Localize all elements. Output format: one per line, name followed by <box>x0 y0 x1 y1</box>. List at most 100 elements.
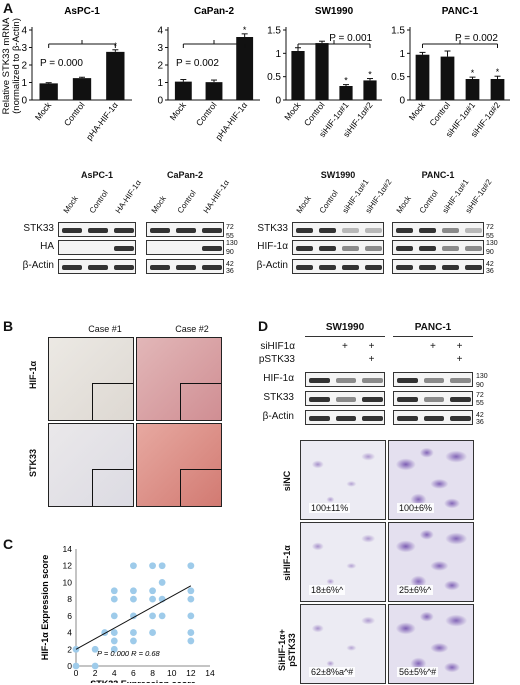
scatter-point <box>130 637 137 645</box>
x-tick-label: Mock <box>407 99 428 122</box>
blot-band <box>296 228 313 233</box>
inv-row-label: SiHIF-1α+ pSTK33 <box>277 615 297 685</box>
y-tick-label: 1 <box>21 78 27 89</box>
treatment-sign: + <box>430 341 436 352</box>
inv-percent: 25±6%^ <box>397 585 434 595</box>
scatter-x-tick: 6 <box>131 668 136 678</box>
blot-row-label: HIF-1α <box>257 241 288 252</box>
bar <box>339 86 353 100</box>
p-value: P = 0.000 <box>40 58 83 69</box>
histo-col-case2: Case #2 <box>175 324 209 334</box>
x-tick-label: Control <box>302 100 327 128</box>
d-row-label: HIF-1α <box>263 373 294 384</box>
d-mw-marker: 42 <box>476 412 484 419</box>
blot-band <box>150 265 170 270</box>
panel-label-b: B <box>3 318 14 334</box>
d-row-label: STK33 <box>263 392 294 403</box>
scatter-point <box>149 587 156 595</box>
scatter-point <box>130 562 137 570</box>
inv-row-label-line: SiHIF-1α+ <box>277 629 287 671</box>
histo-stk33-case1 <box>48 423 134 507</box>
blot-strip <box>392 259 484 274</box>
mw-marker: 36 <box>226 268 234 275</box>
d-blot-band <box>450 378 471 383</box>
d-group-line-1 <box>305 336 385 337</box>
y-tick-label: 0 <box>21 96 27 107</box>
histo-stk33-case2 <box>136 423 222 507</box>
mw-marker: 42 <box>486 261 494 268</box>
scatter-point <box>110 587 118 595</box>
blot-band <box>114 228 134 233</box>
blot-band <box>202 265 222 270</box>
d-blot-strip <box>393 372 473 387</box>
blot-band <box>62 265 82 270</box>
histo-inset <box>91 468 133 506</box>
sig-marker: * <box>496 67 500 77</box>
blot-band <box>465 265 482 270</box>
bar <box>236 37 254 100</box>
inv-row-label-line: siNC <box>282 470 292 492</box>
x-tick-label: Control <box>194 100 219 128</box>
mw-marker: 90 <box>486 249 494 256</box>
bar <box>72 78 92 100</box>
blot-band <box>365 246 382 251</box>
d-mw-marker: 72 <box>476 392 484 399</box>
blot-band <box>319 228 336 233</box>
d-blot-band <box>423 378 445 383</box>
scatter-point <box>187 587 195 595</box>
blot-row-label: STK33 <box>23 223 54 234</box>
blot-row-label: HA <box>40 241 54 252</box>
d-blot-band <box>423 416 445 421</box>
blot-strip <box>58 259 136 274</box>
blot-strip <box>58 222 136 237</box>
scatter-y-tick: 4 <box>67 628 72 638</box>
inv-row-label: siNC <box>282 446 292 516</box>
scatter-point <box>187 595 195 603</box>
bar-y-label-line2: (normalized to β-Actin) <box>11 18 22 114</box>
treatment-sign: + <box>342 341 348 352</box>
scatter-point <box>149 629 156 636</box>
blot-strip <box>392 240 484 255</box>
y-tick-label: 2 <box>157 61 163 72</box>
blot-band <box>150 228 170 233</box>
scatter-point <box>187 629 195 636</box>
blot-band <box>88 228 108 233</box>
d-blot-band <box>309 378 330 383</box>
y-tick-label: 1.5 <box>391 26 405 37</box>
y-tick-label: 1 <box>275 49 281 60</box>
mw-marker: 90 <box>226 249 234 256</box>
y-tick-label: 1.5 <box>267 26 281 37</box>
inv-image: 25±6%^ <box>388 522 474 602</box>
blot-strip <box>292 259 384 274</box>
scatter-point <box>130 587 137 595</box>
scatter-x-tick: 4 <box>112 668 117 678</box>
scatter-point <box>158 579 166 586</box>
bar-chart-title: AsPC-1 <box>64 6 100 17</box>
d-blot-band <box>397 397 418 402</box>
blot-strip <box>292 222 384 237</box>
treatment-sign: + <box>368 341 375 352</box>
histo-hif1a-case2 <box>136 337 222 421</box>
blot-strip <box>146 222 224 237</box>
blot-band <box>396 228 413 233</box>
blot-title: CaPan-2 <box>166 170 203 180</box>
histo-inset <box>91 382 133 420</box>
inv-percent: 18±6%^ <box>309 585 346 595</box>
blot-band <box>442 246 459 251</box>
inv-percent: 56±5%^# <box>397 667 439 677</box>
inv-percent: 100±11% <box>309 503 351 513</box>
mw-marker: 36 <box>486 268 494 275</box>
scatter-point <box>187 612 195 620</box>
scatter-y-label: HIF-1α Expression score <box>40 555 50 661</box>
blot-band <box>442 265 459 270</box>
sig-marker: * <box>243 25 247 35</box>
d-blot-band <box>450 416 471 421</box>
scatter-y-tick: 10 <box>63 577 73 587</box>
inv-image: 100±6% <box>388 440 474 520</box>
blot-strip <box>392 222 484 237</box>
scatter-y-tick: 6 <box>67 611 72 621</box>
x-tick-label: pHA-HIF-1α <box>84 100 120 142</box>
histo-inset <box>179 468 221 506</box>
y-tick-label: 1 <box>399 49 405 60</box>
d-blot-band <box>450 397 471 402</box>
